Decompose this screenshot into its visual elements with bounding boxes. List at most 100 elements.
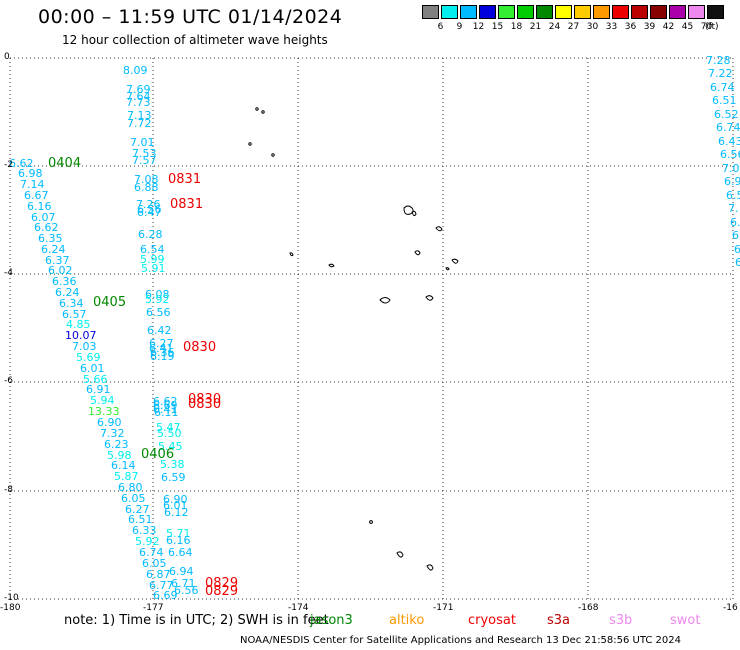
- island: [414, 250, 421, 256]
- wave-height-label: 6: [732, 229, 739, 242]
- wave-height-label: 6.62: [9, 157, 34, 170]
- wave-height-label: 6.59: [161, 471, 186, 484]
- wave-height-label: 5.50: [157, 427, 182, 440]
- island: [435, 226, 443, 232]
- latitude-tick-label: -10: [4, 593, 19, 603]
- legend-label: 9: [456, 22, 463, 32]
- island: [271, 153, 275, 157]
- color-scale-legend: 6 9 12 15 18 21 24 27 30 33 36 39 42 45 70: [422, 5, 728, 32]
- mission-label: swot: [670, 613, 701, 628]
- legend-label: 15: [491, 22, 504, 32]
- wave-height-label: 7.57: [132, 154, 157, 167]
- wave-height-label: 6.98: [18, 167, 43, 180]
- wave-height-label: 6.41: [149, 342, 174, 355]
- wave-height-label: 5.92: [145, 293, 170, 306]
- wave-height-label: 6.35: [38, 232, 63, 245]
- longitude-tick-label: -180: [0, 603, 21, 613]
- wave-height-label: 5.66: [83, 373, 108, 386]
- wave-height-label: 6.62: [153, 395, 178, 408]
- legend-label: 24: [548, 22, 561, 32]
- legend-label: 39: [643, 22, 656, 32]
- mission-label: cryosat: [468, 613, 516, 628]
- wave-height-label: 6.87: [146, 568, 171, 581]
- legend-label: 21: [529, 22, 542, 32]
- wave-height-label: 6.12: [164, 506, 189, 519]
- wave-height-label: 7.14: [20, 178, 45, 191]
- wave-height-label: 7.32: [100, 427, 125, 440]
- island: [426, 564, 434, 571]
- wave-height-label: 6.74: [716, 121, 740, 134]
- wave-height-label: 7.72: [127, 117, 152, 130]
- wave-height-label: 6.27: [125, 503, 150, 516]
- wave-height-label: 6.34: [59, 297, 84, 310]
- wave-height-label: 6.51: [128, 513, 153, 526]
- wave-height-label: 6.41: [153, 403, 178, 416]
- wave-height-label: 6.14: [111, 459, 136, 472]
- wave-height-label: 6.01: [80, 362, 105, 375]
- latitude-tick-label: -4: [4, 268, 13, 278]
- wave-height-label: 6: [735, 256, 740, 269]
- longitude-tick-label: -16: [723, 603, 738, 613]
- wave-height-label: 6.5: [726, 189, 740, 202]
- legend-swatch: [555, 5, 572, 19]
- legend-label: 33: [605, 22, 618, 32]
- legend-unit: (ft): [705, 22, 719, 32]
- island: [255, 107, 259, 111]
- mission-label: altiko: [389, 613, 425, 628]
- legend-swatch: [460, 5, 477, 19]
- wave-height-label: 7.64: [126, 90, 151, 103]
- legend-swatch: [536, 5, 553, 19]
- wave-height-label: 5.99: [140, 253, 165, 266]
- wave-height-label: 6: [734, 243, 740, 256]
- wave-height-label: 6.90: [97, 416, 122, 429]
- legend-label: 36: [624, 22, 637, 32]
- wave-height-label: 6.90: [163, 493, 188, 506]
- mission-label: s3b: [609, 613, 633, 628]
- legend-label: 6: [437, 22, 444, 32]
- island: [369, 520, 373, 524]
- wave-height-label: 6.62: [34, 221, 59, 234]
- wave-height-label: 6.67: [24, 189, 49, 202]
- latitude-tick-label: -2: [4, 160, 13, 170]
- wave-height-label: 7.28: [706, 54, 731, 67]
- legend-swatch: [593, 5, 610, 19]
- wave-height-label: 5.87: [114, 470, 139, 483]
- wave-height-label: 6.05: [142, 557, 167, 570]
- wave-height-label: 7.53: [132, 147, 157, 160]
- wave-height-label: 6.71: [171, 577, 196, 590]
- wave-height-label: 6.08: [145, 288, 170, 301]
- wave-height-label: 6.05: [121, 492, 146, 505]
- longitude-tick-label: -171: [433, 603, 454, 613]
- wave-height-label: 6.94: [169, 565, 194, 578]
- wave-height-label: 6.52: [714, 108, 739, 121]
- wave-height-label: 6.36: [150, 346, 175, 359]
- legend-label: 45: [681, 22, 694, 32]
- wave-height-label: 5.38: [160, 458, 185, 471]
- island: [328, 263, 335, 268]
- wave-height-label: 6.56: [720, 148, 740, 161]
- latitude-tick-label: -8: [4, 485, 13, 495]
- footer-note: note: 1) Time is in UTC; 2) SWH is in fe…: [64, 613, 329, 628]
- wave-height-label: 5.91: [141, 262, 166, 275]
- wave-height-label: 6.47: [137, 206, 162, 219]
- island: [379, 297, 391, 304]
- wave-height-label: 7.22: [708, 67, 733, 80]
- wave-height-label: 5.98: [107, 449, 132, 462]
- island: [451, 258, 459, 264]
- wave-height-label: 6.56: [146, 306, 171, 319]
- graticule: [9, 57, 734, 600]
- pass-time-label: 0830: [188, 397, 222, 412]
- legend-swatch: [498, 5, 515, 19]
- wave-height-label: 6.74: [139, 546, 164, 559]
- legend-swatch: [650, 5, 667, 19]
- wave-height-label: 6.: [730, 216, 740, 229]
- wave-height-label: 7.13: [127, 109, 152, 122]
- wave-height-label: 6.9: [724, 175, 740, 188]
- pass-time-label: 0830: [183, 340, 217, 355]
- wave-height-label: 7.03: [72, 340, 97, 353]
- page-title: 00:00 – 11:59 UTC 01/14/2024: [38, 6, 343, 28]
- pass-time-label: 0830: [188, 392, 222, 407]
- latitude-tick-label: -6: [4, 376, 13, 386]
- legend-swatch: [688, 5, 705, 19]
